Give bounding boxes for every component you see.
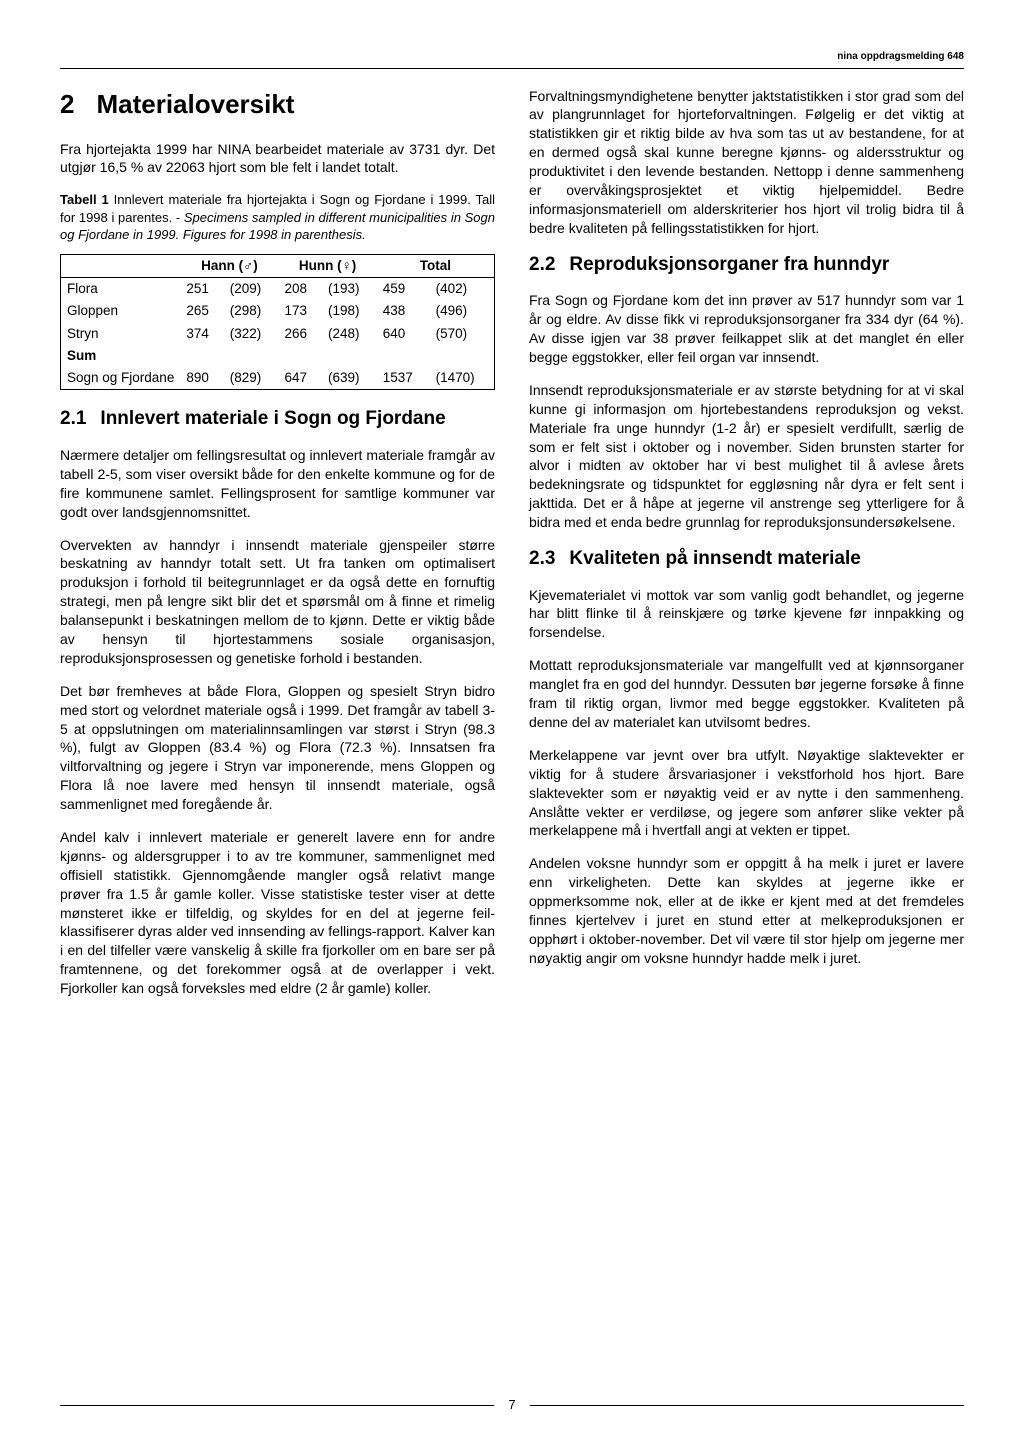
cell: (1470) <box>430 367 495 390</box>
cell: 266 <box>279 323 322 345</box>
cell-label: Sogn og Fjordane <box>61 367 181 390</box>
left-column: 2 Materialoversikt Fra hjortejakta 1999 … <box>60 87 495 1013</box>
section-number: 2.1 <box>60 406 86 432</box>
cell: 1537 <box>377 367 430 390</box>
cell: 640 <box>377 323 430 345</box>
cell: (496) <box>430 300 495 322</box>
cell: (248) <box>322 323 377 345</box>
cell: (209) <box>224 278 279 301</box>
cell: (193) <box>322 278 377 301</box>
th-blank <box>61 255 181 278</box>
body-paragraph: Fra Sogn og Fjordane kom det inn prøver … <box>529 291 964 367</box>
body-paragraph: Andel kalv i innlevert materiale er gene… <box>60 828 495 998</box>
table-row: Gloppen 265 (298) 173 (198) 438 (496) <box>61 300 495 322</box>
th-total: Total <box>377 255 495 278</box>
cell: (570) <box>430 323 495 345</box>
cell-label: Gloppen <box>61 300 181 322</box>
table-row: Stryn 374 (322) 266 (248) 640 (570) <box>61 323 495 345</box>
cell: 438 <box>377 300 430 322</box>
cell: 173 <box>279 300 322 322</box>
th-hunn: Hunn (♀) <box>279 255 377 278</box>
cell: (639) <box>322 367 377 390</box>
cell: (829) <box>224 367 279 390</box>
section-2-2-heading: 2.2 Reproduksjonsorganer fra hunndyr <box>529 252 964 278</box>
section-2-3-heading: 2.3 Kvaliteten på innsendt materiale <box>529 546 964 572</box>
chapter-title: Materialoversikt <box>96 87 294 122</box>
table-header-row: Hann (♂) Hunn (♀) Total <box>61 255 495 278</box>
intro-paragraph: Fra hjortejakta 1999 har NINA bearbeidet… <box>60 140 495 178</box>
cell: 374 <box>180 323 223 345</box>
cell: 265 <box>180 300 223 322</box>
section-title: Kvaliteten på innsendt materiale <box>569 546 860 572</box>
right-column: Forvaltningsmyndighetene benytter jaktst… <box>529 87 964 1013</box>
th-hann: Hann (♂) <box>180 255 278 278</box>
section-title: Reproduksjonsorganer fra hunndyr <box>569 252 889 278</box>
cell: 647 <box>279 367 322 390</box>
cell: 459 <box>377 278 430 301</box>
section-2-1-heading: 2.1 Innlevert materiale i Sogn og Fjorda… <box>60 406 495 432</box>
body-paragraph: Andelen voksne hunndyr som er oppgitt å … <box>529 854 964 967</box>
cell: (298) <box>224 300 279 322</box>
body-paragraph: Nærmere detaljer om fellingsresultat og … <box>60 446 495 522</box>
footer-rule-left <box>60 1405 494 1406</box>
section-title: Innlevert materiale i Sogn og Fjordane <box>100 406 445 432</box>
chapter-number: 2 <box>60 87 74 122</box>
table1-caption: Tabell 1 Innlevert materiale fra hjortej… <box>60 191 495 244</box>
cell: 251 <box>180 278 223 301</box>
table-row: Flora 251 (209) 208 (193) 459 (402) <box>61 278 495 301</box>
cell: (322) <box>224 323 279 345</box>
body-paragraph: Kjevematerialet vi mottok var som vanlig… <box>529 586 964 643</box>
table-sum-label-row: Sum <box>61 345 495 367</box>
cell-sum-label: Sum <box>61 345 181 367</box>
cell-label: Stryn <box>61 323 181 345</box>
section-number: 2.2 <box>529 252 555 278</box>
body-paragraph: Forvaltningsmyndighetene benytter jaktst… <box>529 87 964 238</box>
two-column-layout: 2 Materialoversikt Fra hjortejakta 1999 … <box>60 87 964 1013</box>
body-paragraph: Merkelappene var jevnt over bra utfylt. … <box>529 746 964 840</box>
body-paragraph: Mottatt reproduksjonsmateriale var mange… <box>529 656 964 732</box>
section-number: 2.3 <box>529 546 555 572</box>
top-divider <box>60 68 964 69</box>
body-paragraph: Innsendt reproduksjonsmateriale er av st… <box>529 381 964 532</box>
body-paragraph: Det bør fremheves at både Flora, Gloppen… <box>60 682 495 814</box>
page-number: 7 <box>508 1396 515 1414</box>
cell: 890 <box>180 367 223 390</box>
cell: 208 <box>279 278 322 301</box>
page-footer: 7 <box>60 1396 964 1414</box>
cell-label: Flora <box>61 278 181 301</box>
chapter-heading: 2 Materialoversikt <box>60 87 495 122</box>
table-sum-row: Sogn og Fjordane 890 (829) 647 (639) 153… <box>61 367 495 390</box>
footer-rule-right <box>530 1405 964 1406</box>
table1-caption-label: Tabell 1 <box>60 192 109 207</box>
publication-header: nina oppdragsmelding 648 <box>60 50 964 64</box>
body-paragraph: Overvekten av hanndyr i innsendt materia… <box>60 536 495 668</box>
table1: Hann (♂) Hunn (♀) Total Flora 251 (209) … <box>60 254 495 390</box>
cell: (402) <box>430 278 495 301</box>
cell: (198) <box>322 300 377 322</box>
